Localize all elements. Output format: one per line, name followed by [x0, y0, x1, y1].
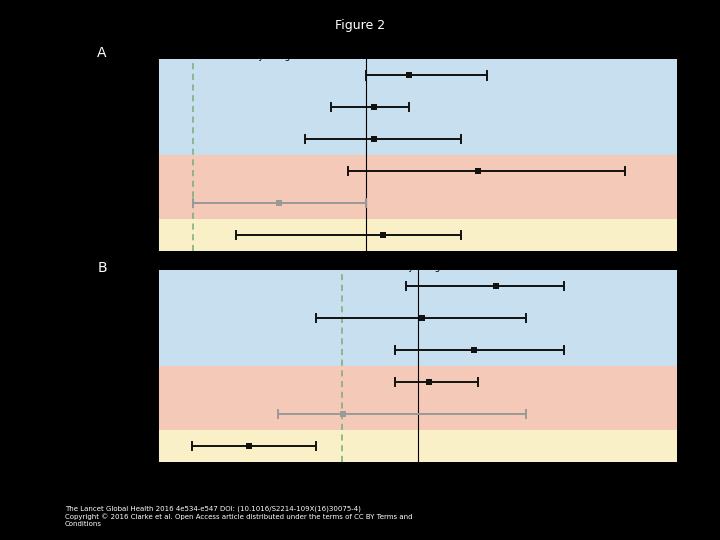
Bar — [158, 430, 677, 462]
Text: Non-inferiority margin: Non-inferiority margin — [198, 52, 299, 61]
Bar — [158, 91, 677, 123]
Bar — [158, 219, 677, 251]
Bar — [158, 187, 677, 219]
X-axis label: Difference in seroprevalence (95% CI): Difference in seroprevalence (95% CI) — [325, 273, 510, 284]
Text: B: B — [97, 261, 107, 275]
Bar — [158, 334, 677, 366]
Text: Non-inferiority margin: Non-inferiority margin — [348, 262, 449, 272]
Bar — [158, 270, 677, 302]
Bar — [158, 366, 677, 398]
Bar — [158, 123, 677, 155]
Bar — [158, 398, 677, 430]
Text: The Lancet Global Health 2016 4e534-e547 DOI: (10.1016/S2214-109X(16)30075-4)
Co: The Lancet Global Health 2016 4e534-e547… — [65, 505, 413, 526]
Bar — [158, 59, 677, 91]
Bar — [158, 155, 677, 187]
Text: Figure 2: Figure 2 — [335, 19, 385, 32]
X-axis label: Difference in median antibody titres (95% CI): Difference in median antibody titres (95… — [307, 484, 528, 494]
Text: A: A — [97, 46, 107, 60]
Bar — [158, 302, 677, 334]
